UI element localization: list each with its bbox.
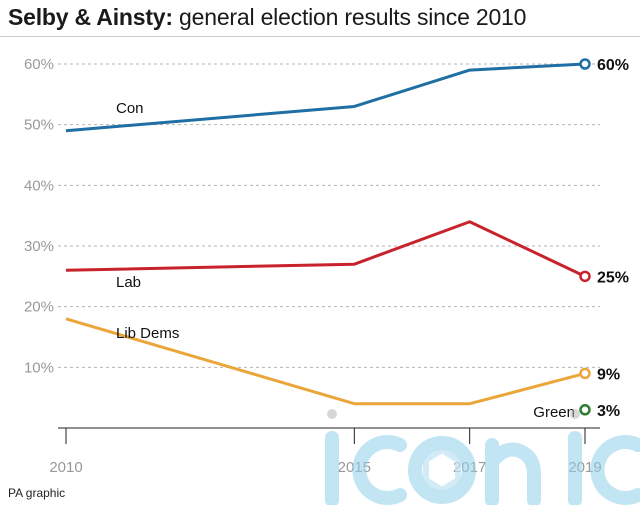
series-line-lab	[65, 220, 586, 278]
title-rest: general election results since 2010	[172, 4, 527, 30]
end-value-green: 3%	[597, 403, 620, 420]
y-tick-label: 50%	[24, 117, 54, 134]
series-name-lab: Lab	[116, 274, 141, 291]
x-tick-label: 2019	[568, 459, 601, 476]
y-axis-ticks: 10% 20% 30% 40% 50% 60%	[24, 56, 54, 376]
series-name-con: Con	[116, 100, 144, 117]
series-line-lib-dems	[65, 317, 586, 406]
series-line-con	[65, 62, 586, 133]
title-divider	[0, 36, 640, 37]
x-tick-label: 2017	[453, 459, 486, 476]
end-point-con	[579, 58, 591, 70]
grid-lines	[58, 63, 600, 368]
end-value-con: 60%	[597, 57, 629, 74]
y-tick-label: 30%	[24, 238, 54, 255]
series-name-green: Green	[533, 404, 575, 421]
y-tick-label: 20%	[24, 299, 54, 316]
x-axis: 2010 2015 2017 2019	[49, 427, 602, 476]
series-labels: Con 60% Lab 25% Lib Dems 9% Green 3%	[116, 57, 629, 421]
source-credit: PA graphic	[8, 486, 66, 500]
end-point-lab	[579, 270, 591, 283]
end-point-green	[579, 404, 591, 416]
chart-title: Selby & Ainsty: general election results…	[8, 4, 526, 31]
y-tick-label: 10%	[24, 359, 54, 376]
y-tick-label: 60%	[24, 56, 54, 73]
end-value-lib-dems: 9%	[597, 366, 620, 383]
end-point-lib-dems	[579, 367, 591, 380]
title-bold: Selby & Ainsty:	[8, 4, 173, 30]
series-name-lib-dems: Lib Dems	[116, 325, 179, 342]
end-value-lab: 25%	[597, 269, 629, 286]
series-lines	[65, 58, 591, 416]
x-tick-label: 2015	[338, 459, 371, 476]
x-tick-label: 2010	[49, 459, 82, 476]
y-tick-label: 40%	[24, 177, 54, 194]
